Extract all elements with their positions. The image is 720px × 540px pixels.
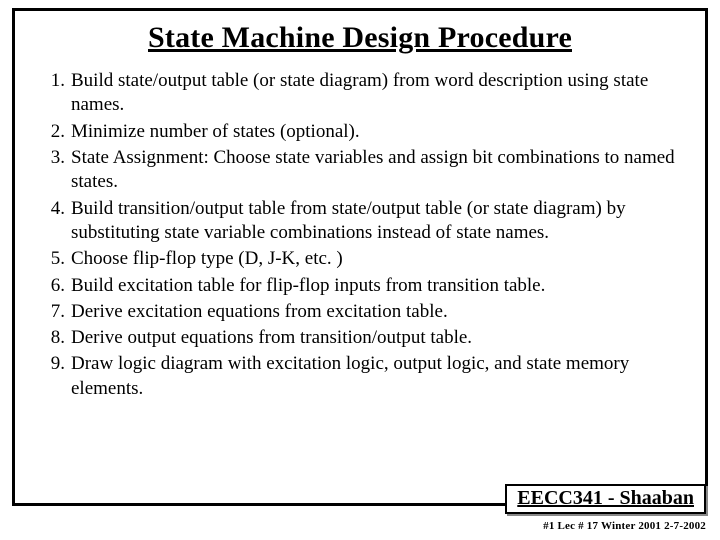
list-item: 1. Build state/output table (or state di… <box>43 69 681 118</box>
item-num: 3. <box>43 146 65 195</box>
item-text: Minimize number of states (optional). <box>71 120 681 144</box>
item-num: 7. <box>43 300 65 324</box>
list-item: 8. Derive output equations from transiti… <box>43 326 681 350</box>
slide-title: State Machine Design Procedure <box>15 21 705 55</box>
item-text: Build transition/output table from state… <box>71 197 681 246</box>
footer-badge: EECC341 - Shaaban <box>505 484 706 514</box>
item-num: 1. <box>43 69 65 118</box>
list-item: 2. Minimize number of states (optional). <box>43 120 681 144</box>
item-num: 9. <box>43 352 65 401</box>
item-text: Choose flip-flop type (D, J-K, etc. ) <box>71 247 681 271</box>
list-item: 5. Choose flip-flop type (D, J-K, etc. ) <box>43 247 681 271</box>
item-text: Build excitation table for flip-flop inp… <box>71 274 681 298</box>
list-item: 9. Draw logic diagram with excitation lo… <box>43 352 681 401</box>
list-item: 3. State Assignment: Choose state variab… <box>43 146 681 195</box>
item-num: 5. <box>43 247 65 271</box>
item-text: Derive output equations from transition/… <box>71 326 681 350</box>
item-num: 2. <box>43 120 65 144</box>
procedure-list: 1. Build state/output table (or state di… <box>15 69 705 401</box>
list-item: 7. Derive excitation equations from exci… <box>43 300 681 324</box>
sub-footer: #1 Lec # 17 Winter 2001 2-7-2002 <box>543 520 706 532</box>
item-text: State Assignment: Choose state variables… <box>71 146 681 195</box>
list-item: 4. Build transition/output table from st… <box>43 197 681 246</box>
item-num: 6. <box>43 274 65 298</box>
list-item: 6. Build excitation table for flip-flop … <box>43 274 681 298</box>
item-num: 8. <box>43 326 65 350</box>
item-text: Derive excitation equations from excitat… <box>71 300 681 324</box>
item-text: Build state/output table (or state diagr… <box>71 69 681 118</box>
item-text: Draw logic diagram with excitation logic… <box>71 352 681 401</box>
slide-frame: State Machine Design Procedure 1. Build … <box>12 8 708 506</box>
item-num: 4. <box>43 197 65 246</box>
